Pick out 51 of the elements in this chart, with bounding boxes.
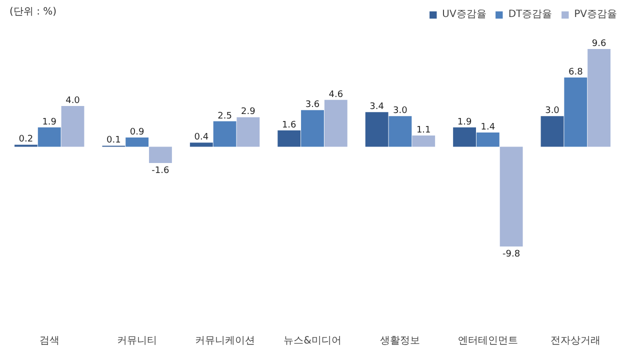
bar (476, 132, 500, 147)
x-tick-label: 커뮤니케이션 (194, 336, 255, 346)
data-label: 1.1 (416, 126, 431, 136)
legend-label: PV증감율 (574, 8, 617, 21)
bar (278, 130, 301, 147)
bar (500, 146, 523, 247)
data-label: 0.1 (106, 136, 121, 146)
data-label: 4.6 (328, 90, 344, 100)
data-label: 2.9 (241, 107, 256, 118)
data-label: 1.4 (480, 122, 496, 132)
legend-label: UV증감율 (442, 8, 486, 21)
bar (301, 110, 324, 147)
data-label: 1.9 (42, 117, 57, 128)
data-label: 2.5 (218, 111, 232, 122)
data-label: 3.0 (393, 106, 408, 116)
data-label: 0.2 (18, 134, 34, 145)
x-tick-label: 전자상거래 (550, 336, 601, 346)
bar (564, 77, 588, 147)
x-tick-label: 검색 (39, 336, 60, 346)
bar (149, 146, 172, 164)
data-label: -9.8 (502, 250, 520, 260)
x-tick-label: 뉴스&미디어 (284, 336, 342, 346)
data-label: -1.6 (152, 166, 170, 176)
x-tick-label: 엔터테인먼트 (458, 336, 518, 346)
text: (단위 : %) (10, 6, 57, 18)
legend-label: DT증감율 (508, 8, 552, 21)
data-label: 9.6 (592, 38, 606, 49)
data-label: 1.6 (282, 120, 297, 130)
bar (38, 127, 61, 147)
bar (412, 136, 436, 147)
bar (213, 121, 236, 147)
bar (453, 127, 476, 147)
bar (126, 138, 149, 147)
bar (540, 116, 564, 147)
bar (236, 117, 260, 147)
bar (61, 106, 84, 147)
data-label: 6.8 (568, 67, 584, 78)
bar (324, 100, 348, 147)
x-tick-label: 커뮤니티 (117, 336, 158, 346)
bar (588, 48, 610, 147)
data-label: 1.9 (457, 117, 472, 128)
data-label: 0.4 (194, 132, 209, 143)
bar (388, 116, 412, 147)
bar (190, 142, 213, 147)
data-label: 0.9 (130, 128, 144, 138)
bar (365, 112, 388, 147)
data-label: 3.0 (545, 106, 560, 116)
data-label: 3.4 (370, 102, 384, 112)
x-tick-label: 생활정보 (380, 336, 420, 346)
data-label: 3.6 (305, 100, 320, 110)
data-label: 4.0 (66, 96, 80, 106)
